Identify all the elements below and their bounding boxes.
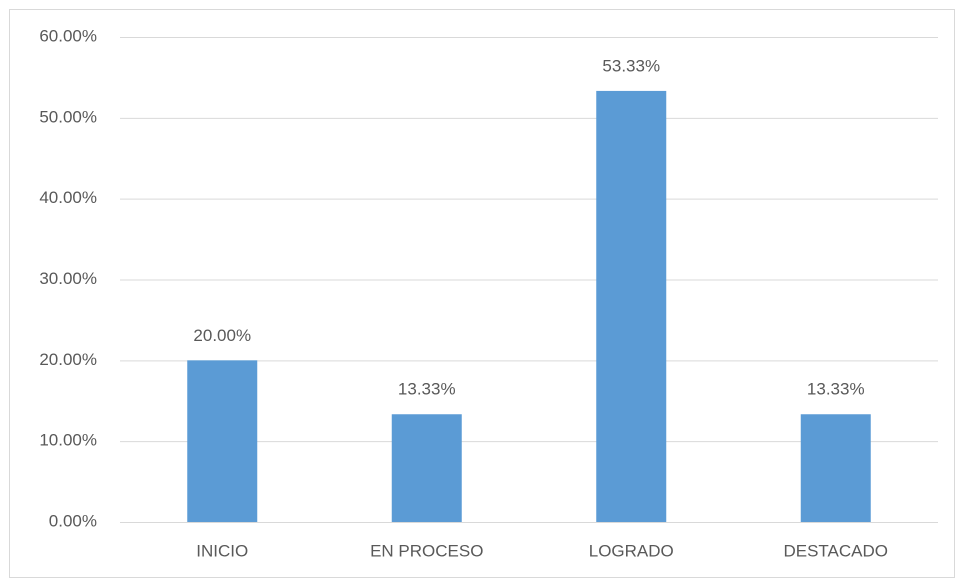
y-tick-label: 20.00% (39, 350, 97, 369)
y-tick-label: 30.00% (39, 269, 97, 288)
data-label: 13.33% (807, 380, 865, 399)
x-tick-label: DESTACADO (783, 541, 888, 560)
y-tick-label: 60.00% (39, 26, 97, 45)
bar (391, 414, 462, 522)
data-label: 53.33% (602, 56, 660, 75)
x-tick-label: EN PROCESO (370, 541, 483, 560)
data-label: 20.00% (193, 326, 251, 345)
x-tick-label: LOGRADO (589, 541, 674, 560)
bar (187, 360, 258, 522)
bar (596, 90, 667, 522)
bar (800, 414, 871, 522)
y-tick-label: 0.00% (49, 511, 97, 530)
x-tick-label: INICIO (196, 541, 248, 560)
y-tick-label: 50.00% (39, 107, 97, 126)
chart-border (9, 9, 955, 578)
data-label: 13.33% (398, 380, 456, 399)
y-tick-label: 10.00% (39, 431, 97, 450)
y-tick-label: 40.00% (39, 188, 97, 207)
